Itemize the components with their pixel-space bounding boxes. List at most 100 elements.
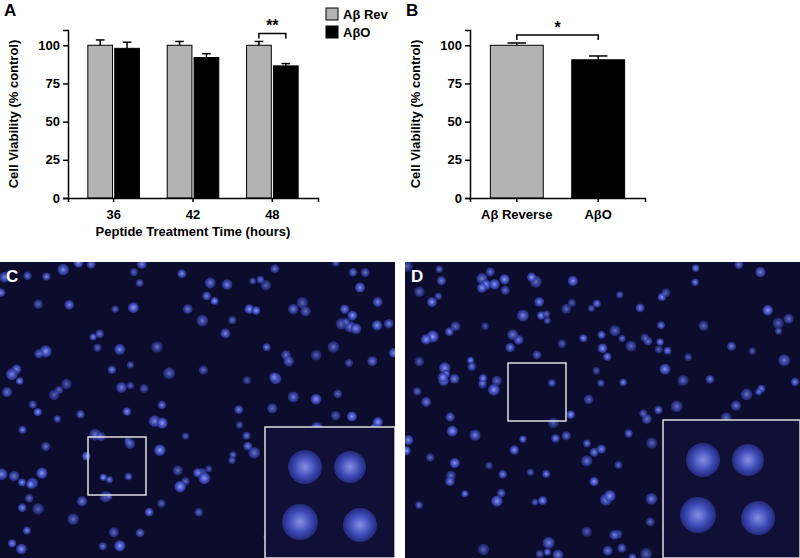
x-axis: Aβ ReverseAβO (471, 198, 646, 222)
x-tick-mark (597, 198, 599, 202)
nucleus (784, 314, 794, 324)
y-axis-line (465, 31, 471, 199)
nucleus (93, 344, 101, 352)
nucleus (57, 264, 68, 275)
nucleus (389, 348, 395, 358)
nucleus (628, 554, 636, 558)
nucleus (114, 344, 125, 355)
nucleus (640, 548, 652, 558)
nucleus (367, 356, 377, 366)
nucleus (519, 435, 526, 442)
y-tick-mark (465, 198, 470, 200)
x-tick-mark (516, 198, 518, 202)
x-tick-mark (272, 198, 274, 202)
nucleus (36, 468, 47, 479)
nucleus (127, 382, 134, 389)
plot-marks (490, 43, 624, 198)
nucleus (105, 492, 112, 499)
nucleus (77, 496, 87, 506)
error-bar (508, 43, 527, 45)
nucleus (137, 262, 147, 269)
nucleus (590, 477, 599, 486)
nucleus (351, 323, 362, 334)
nucleus (128, 302, 139, 313)
nucleus (340, 304, 349, 313)
error-cap (281, 63, 290, 65)
error-bar (281, 64, 290, 66)
nucleus (145, 508, 154, 517)
y-tick: 25 (448, 152, 470, 167)
x-tick-mark (113, 198, 115, 202)
nucleus (542, 470, 550, 478)
nucleus (157, 499, 165, 507)
nucleus (355, 282, 365, 292)
nucleus (23, 527, 31, 535)
error-cap (202, 53, 211, 55)
nucleus (499, 274, 509, 284)
y-tick-mark (63, 45, 68, 47)
nucleus (373, 417, 383, 427)
nucleus (269, 372, 279, 382)
nucleus (348, 311, 357, 320)
x-axis-title: Peptide Treatment Time (hours) (96, 224, 291, 239)
y-tick-label: 0 (53, 191, 60, 206)
nucleus (288, 304, 299, 315)
nucleus (581, 455, 592, 466)
nucleus (791, 378, 799, 386)
nucleus (243, 432, 251, 440)
nucleus (450, 321, 460, 331)
x-axis-line (69, 199, 319, 203)
nucleus (157, 418, 168, 429)
error-cap (123, 41, 132, 43)
bar (167, 45, 192, 198)
nucleus (414, 287, 424, 297)
nucleus (543, 310, 550, 317)
nucleus (0, 288, 5, 297)
bar (273, 66, 298, 198)
nucleus (478, 544, 489, 555)
y-tick: 75 (448, 76, 470, 91)
micrograph: C (0, 258, 399, 558)
x-tick-label: Aβ Reverse (481, 207, 553, 222)
nucleus (489, 279, 500, 290)
figure: 0255075100364248Cell Viability (% contro… (0, 0, 800, 558)
nucleus (16, 377, 23, 384)
nucleus (581, 526, 591, 536)
nucleus (0, 468, 8, 480)
nucleus (437, 276, 446, 285)
nucleus (562, 431, 571, 440)
nucleus (19, 426, 27, 434)
nucleus (236, 421, 243, 428)
nucleus (527, 273, 536, 282)
nucleus (497, 489, 506, 498)
nucleus (106, 476, 113, 483)
significance-label: ** (266, 17, 279, 34)
inset-background (265, 427, 395, 558)
inset-nucleus (686, 443, 720, 477)
nucleus (706, 375, 715, 384)
nucleus (284, 356, 294, 366)
nucleus (727, 342, 736, 351)
chart: 0255075100Aβ ReverseAβOCell Viability (%… (408, 19, 646, 222)
nucleus (636, 304, 645, 313)
nucleus (41, 442, 50, 451)
x-tick-label: 36 (106, 207, 120, 222)
nucleus (617, 544, 626, 553)
nucleus (267, 403, 277, 413)
bar (490, 45, 543, 198)
nucleus (639, 409, 647, 417)
nucleus (536, 550, 544, 558)
nucleus (158, 401, 167, 410)
nucleus (603, 352, 611, 360)
legend-item: Aβ Rev (326, 7, 389, 22)
micrograph-image (0, 262, 395, 558)
error-cap (175, 41, 184, 43)
nucleus (64, 300, 74, 310)
nucleus (99, 542, 107, 550)
panel-label: C (6, 267, 18, 286)
nucleus (438, 372, 448, 382)
nucleus (173, 466, 183, 476)
y-tick-label: 0 (455, 191, 462, 206)
nucleus (614, 461, 622, 469)
legend-swatch (326, 8, 338, 20)
